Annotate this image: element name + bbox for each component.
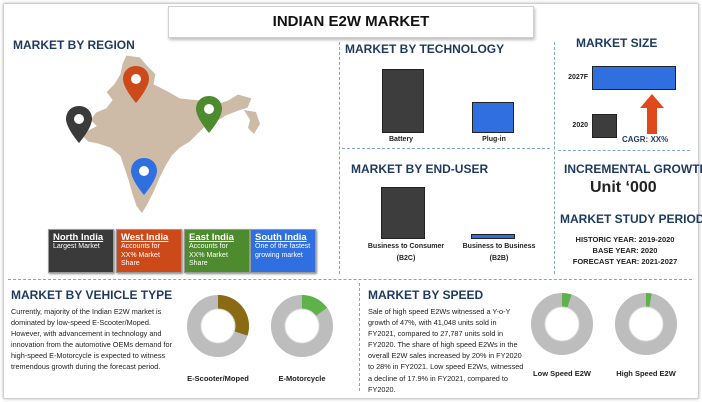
region-heading: MARKET BY REGION xyxy=(13,38,135,52)
study-forecast: FORECAST YEAR: 2021-2027 xyxy=(572,257,678,266)
donut-e-scooter-moped xyxy=(187,295,249,357)
e-scooter-moped-share-slice xyxy=(217,295,249,336)
donut-high-speed xyxy=(615,293,677,355)
tick-label-b2c: Business to Consumer xyxy=(367,243,445,250)
divider xyxy=(8,279,692,280)
growth-unit: Unit ‘000 xyxy=(590,179,657,196)
speed-heading: MARKET BY SPEED xyxy=(368,288,484,302)
region-desc: Accounts for XX% Market Share xyxy=(189,243,228,267)
high-speed-center xyxy=(628,306,664,342)
donut-label-e-scooter: E-Scooter/Moped xyxy=(187,374,249,383)
region-title: North India xyxy=(53,232,104,243)
region-desc: Accounts for XX% Market Share xyxy=(121,243,160,267)
end-user-heading: MARKET BY END-USER xyxy=(351,162,489,176)
donut-e-motorcycle xyxy=(271,295,333,357)
donut-label-high-speed: High Speed E2W xyxy=(616,369,676,378)
north-pin-icon xyxy=(123,66,149,103)
low-speed-center xyxy=(544,306,580,342)
bar-b2c xyxy=(381,187,425,239)
bar-battery xyxy=(382,69,424,133)
year-label-2027f: 2027F xyxy=(568,74,588,81)
tick-label-b2b-sub: (B2B) xyxy=(489,255,509,262)
south-india-box: South India One of the fastest growing m… xyxy=(250,229,316,273)
south-pin-icon xyxy=(131,158,157,195)
west-india-box: West India Accounts for XX% Market Share xyxy=(116,229,182,273)
region-title: East India xyxy=(189,232,234,243)
divider xyxy=(339,42,340,274)
east-india-box: East India Accounts for XX% Market Share xyxy=(184,229,250,273)
bar-2027f xyxy=(592,66,676,90)
donut-label-e-motorcycle: E-Motorcycle xyxy=(278,374,326,383)
bar-2020 xyxy=(592,114,618,138)
east-pin-icon xyxy=(196,96,222,133)
study-historic: HISTORIC YEAR: 2019-2020 xyxy=(575,235,675,244)
donut-label-low-speed: Low Speed E2W xyxy=(533,369,591,378)
west-pin-icon xyxy=(66,106,92,143)
bar-plug-in xyxy=(472,102,514,133)
divider xyxy=(554,42,555,274)
india-map-shape xyxy=(244,110,260,134)
divider xyxy=(359,283,360,391)
technology-heading: MARKET BY TECHNOLOGY xyxy=(345,42,505,56)
year-label-2020: 2020 xyxy=(572,122,588,129)
size-heading: MARKET SIZE xyxy=(576,36,658,50)
divider xyxy=(558,150,690,151)
low-speed-share-slice xyxy=(561,293,572,308)
tick-label-b2c-sub: (B2C) xyxy=(396,255,416,262)
tick-label-b2b: Business to Business xyxy=(462,243,536,250)
tick-label-plug-in: Plug-in xyxy=(482,136,506,143)
cagr-label: CAGR: XX% xyxy=(622,135,669,144)
e-motorcycle-center xyxy=(284,308,320,344)
bar-b2b xyxy=(471,234,515,239)
e-scooter-moped-center xyxy=(200,308,236,344)
region-title: West India xyxy=(121,232,169,243)
india-map xyxy=(66,54,260,215)
vehicle-heading: MARKET BY VEHICLE TYPE xyxy=(11,288,173,302)
region-title: South India xyxy=(255,232,307,243)
growth-heading: INCREMENTAL GROWTH xyxy=(564,162,702,176)
north-india-box: North India Largest Market xyxy=(48,229,114,273)
study-heading: MARKET STUDY PERIOD xyxy=(560,212,702,226)
divider xyxy=(342,148,550,149)
growth-arrow-icon xyxy=(640,94,664,134)
speed-text: Sale of high speed E2Ws witnessed a Y-o-… xyxy=(368,307,524,394)
e-motorcycle-share-slice xyxy=(301,295,328,317)
vehicle-text: Currently, majority of the Indian E2W ma… xyxy=(11,307,173,372)
study-base: BASE YEAR: 2020 xyxy=(592,246,658,255)
region-desc: Largest Market xyxy=(53,243,100,250)
region-desc: One of the fastest growing market xyxy=(255,243,311,259)
india-map-shape xyxy=(81,54,253,215)
tick-label-battery: Battery xyxy=(388,136,414,143)
page-title: INDIAN E2W MARKET xyxy=(168,6,534,38)
donut-low-speed xyxy=(531,293,593,355)
